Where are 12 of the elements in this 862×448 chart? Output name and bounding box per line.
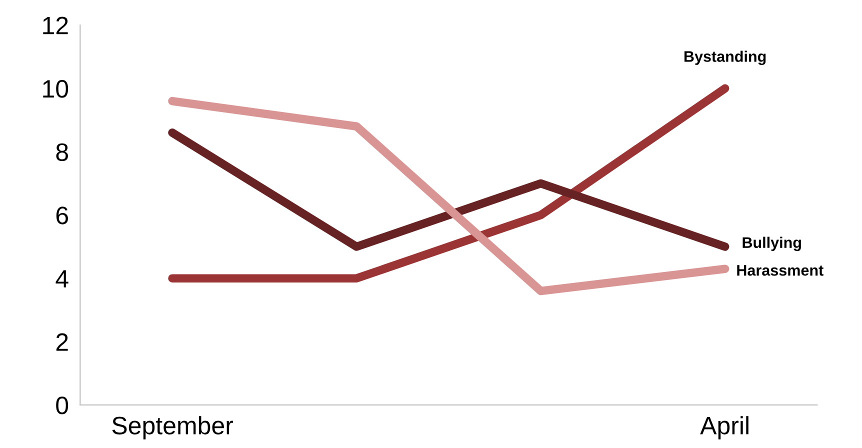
x-tick-label: April xyxy=(700,416,748,440)
y-tick-label: 12 xyxy=(43,16,68,34)
y-tick-label: 0 xyxy=(56,396,68,414)
y-tick-label: 8 xyxy=(56,143,68,162)
y-tick-label: 4 xyxy=(56,270,68,288)
y-tick-label: 6 xyxy=(56,206,68,224)
x-tick-label: September xyxy=(112,416,234,440)
series-label: Harassment xyxy=(737,265,824,276)
y-tick-label: 2 xyxy=(56,333,68,351)
series-label: Bullying xyxy=(742,236,801,252)
series-label: Bystanding xyxy=(684,50,766,66)
y-tick-label: 10 xyxy=(43,80,68,98)
